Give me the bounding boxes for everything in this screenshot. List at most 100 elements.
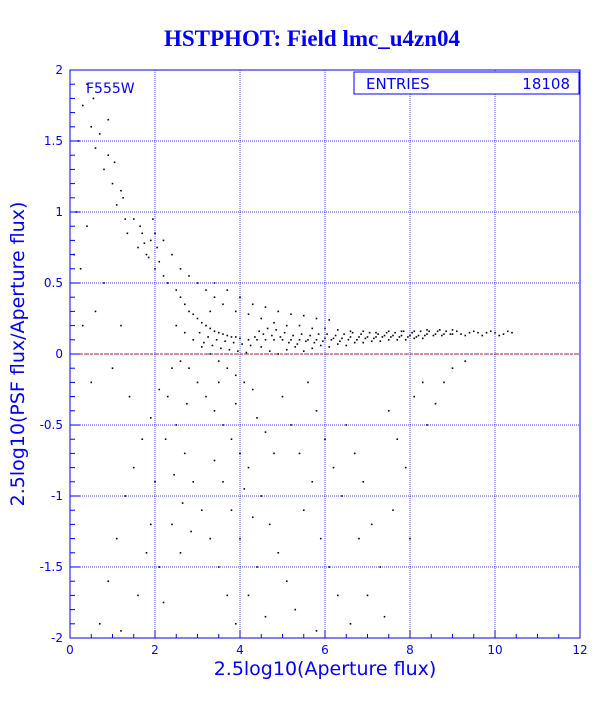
data-point	[426, 424, 428, 426]
x-tick-label: 8	[406, 643, 414, 657]
data-point	[111, 182, 114, 185]
data-point	[451, 329, 454, 331]
data-point	[415, 336, 418, 338]
data-point	[166, 282, 169, 284]
data-point	[375, 336, 377, 338]
data-point	[324, 438, 326, 440]
data-point	[222, 333, 224, 335]
data-point	[302, 314, 305, 317]
data-point	[315, 317, 318, 320]
data-point	[154, 268, 156, 270]
data-point	[296, 343, 299, 345]
data-point	[158, 566, 161, 568]
data-point	[251, 516, 254, 519]
data-point	[179, 296, 182, 298]
x-axis-label: 2.5log10(Aperture flux)	[214, 658, 437, 680]
data-point	[421, 381, 424, 384]
data-point	[128, 395, 131, 398]
data-point	[411, 331, 413, 334]
data-point	[92, 97, 95, 100]
data-point	[200, 509, 203, 511]
data-point	[124, 218, 127, 220]
stats-entries-label: ENTRIES	[366, 75, 430, 93]
data-point	[428, 330, 430, 333]
data-point	[215, 339, 218, 341]
data-point	[94, 147, 97, 149]
data-point	[434, 402, 437, 405]
data-point	[506, 330, 509, 333]
data-point	[309, 334, 311, 337]
data-point	[247, 594, 250, 597]
data-point	[247, 339, 250, 341]
y-tick-label: 0	[55, 347, 63, 361]
stats-entries-value: 18108	[522, 75, 570, 93]
data-point	[455, 330, 458, 333]
data-point	[173, 473, 175, 476]
data-point	[183, 331, 186, 334]
data-point	[213, 459, 216, 462]
x-tick-label: 12	[572, 643, 587, 657]
data-point	[383, 615, 386, 618]
data-point	[305, 340, 307, 343]
data-point	[171, 253, 173, 256]
data-point	[217, 360, 220, 362]
data-point	[413, 330, 416, 333]
data-point	[113, 161, 116, 164]
data-point	[445, 330, 447, 333]
data-point	[392, 509, 394, 511]
data-point	[251, 388, 254, 391]
data-point	[141, 232, 144, 235]
data-point	[302, 509, 305, 511]
data-point	[209, 310, 212, 313]
data-point	[494, 331, 496, 334]
y-tick-label: -1	[51, 489, 63, 503]
data-point	[90, 126, 93, 128]
data-point	[217, 381, 220, 384]
data-point	[226, 367, 229, 369]
data-point	[226, 334, 229, 337]
data-point	[432, 334, 435, 337]
data-point	[213, 282, 216, 284]
y-tick-label: 0.5	[44, 276, 63, 290]
data-point	[441, 334, 443, 337]
data-point	[122, 197, 124, 199]
data-point	[349, 623, 352, 625]
data-point	[126, 232, 129, 235]
data-point	[152, 218, 154, 220]
data-point	[370, 340, 373, 343]
data-point	[256, 339, 258, 341]
data-point	[349, 336, 352, 338]
data-point	[230, 438, 233, 440]
data-point	[239, 337, 241, 340]
x-tick-labels: 0 2 4 6 8 10 12	[66, 643, 587, 657]
data-point	[143, 242, 146, 245]
data-point	[390, 336, 392, 338]
data-point	[368, 331, 371, 334]
data-point	[81, 104, 84, 107]
data-point	[413, 337, 416, 340]
data-point	[239, 452, 241, 455]
y-tick-label: -0.5	[40, 418, 63, 432]
data-point	[315, 339, 318, 341]
y-tick-label: 2	[55, 63, 63, 77]
data-point	[234, 402, 237, 405]
data-point	[254, 336, 256, 338]
data-point	[213, 410, 216, 412]
y-tick-label: 1	[55, 205, 63, 219]
data-point	[94, 310, 97, 313]
data-point	[332, 337, 335, 340]
data-point	[258, 330, 260, 333]
data-point	[311, 327, 314, 330]
data-point	[222, 481, 224, 483]
data-point	[387, 410, 390, 412]
data-point	[307, 381, 309, 384]
data-point	[188, 275, 190, 277]
data-point	[132, 218, 135, 220]
data-point	[273, 321, 275, 324]
data-point	[273, 339, 275, 341]
data-point	[205, 395, 207, 398]
data-point	[115, 537, 118, 540]
data-point	[268, 523, 271, 526]
y-tick-label: -2	[51, 631, 63, 645]
data-point	[373, 337, 375, 340]
